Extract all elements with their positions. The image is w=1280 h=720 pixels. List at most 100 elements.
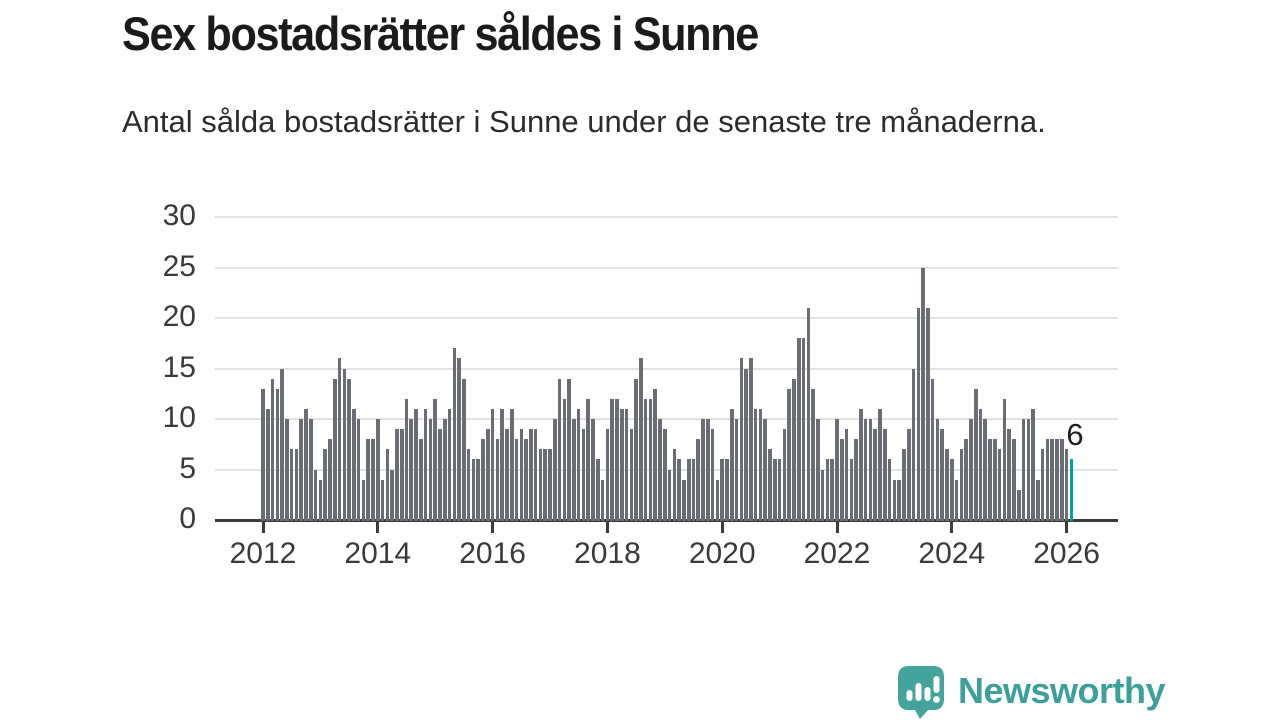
bar: [347, 378, 351, 521]
chart-title: Sex bostadsrätter såldes i Sunne: [122, 7, 759, 60]
bar: [973, 388, 978, 521]
bar: [706, 419, 710, 521]
bar: [849, 459, 854, 521]
bar: [332, 378, 337, 521]
gridline: [215, 216, 1118, 218]
bar: [543, 449, 547, 521]
x-axis-label: 2012: [229, 537, 297, 570]
bar: [615, 398, 619, 521]
y-axis-label: 20: [162, 300, 196, 333]
bar: [581, 429, 586, 521]
chart-subtitle: Antal sålda bostadsrätter i Sunne under …: [122, 104, 1046, 139]
bar: [758, 408, 763, 521]
bar: [1031, 408, 1035, 521]
bar: [466, 449, 471, 521]
bar: [328, 439, 332, 521]
bar: [892, 479, 897, 521]
bar: [773, 459, 777, 521]
bar: [763, 419, 768, 521]
bar: [1040, 449, 1045, 521]
bar: [648, 398, 653, 521]
x-axis-tick: [261, 521, 265, 533]
bar: [753, 408, 758, 521]
gridline: [215, 367, 1118, 370]
bar: [739, 358, 744, 521]
bar: [576, 408, 581, 521]
bar: [725, 459, 729, 521]
bar: [643, 398, 648, 521]
gridline: [215, 418, 1118, 420]
bar: [696, 439, 701, 521]
bar: [658, 419, 662, 521]
y-axis-label: 25: [162, 249, 196, 283]
bar: [677, 459, 681, 521]
bar: [729, 408, 734, 521]
x-axis-tick: [491, 521, 495, 533]
bar: [682, 479, 686, 521]
bar: [1050, 439, 1055, 521]
x-axis-tick: [950, 521, 954, 533]
x-axis-label: 2026: [1033, 537, 1100, 570]
bar: [921, 267, 925, 521]
bar: [591, 419, 595, 521]
bar: [376, 419, 380, 521]
bar: [1021, 419, 1026, 521]
bar: [868, 419, 873, 521]
bar: [873, 429, 878, 521]
bar: [1026, 419, 1031, 521]
bar: [911, 368, 916, 521]
bar: [285, 419, 289, 521]
x-axis-label: 2020: [688, 537, 756, 570]
bar: [1036, 479, 1040, 521]
bar: [495, 439, 500, 521]
y-axis-label: 30: [162, 199, 196, 232]
bar: [294, 449, 299, 521]
bar: [313, 469, 318, 521]
bar: [653, 388, 658, 521]
gridline: [215, 266, 1118, 269]
bar: [433, 398, 437, 521]
bar: [486, 429, 490, 521]
bar: [777, 459, 782, 521]
bar: [265, 408, 270, 521]
bar: [878, 408, 882, 521]
bar: [337, 358, 342, 521]
bar: [509, 408, 514, 521]
bar: [538, 449, 543, 521]
bar: [261, 388, 265, 521]
bar: [816, 419, 820, 521]
bar: [1060, 439, 1064, 521]
highlighted-bar: [1069, 459, 1074, 521]
bar: [490, 408, 495, 521]
y-axis-label: 15: [162, 350, 196, 384]
bar: [481, 439, 485, 521]
bar: [926, 307, 930, 521]
bar: [1002, 398, 1007, 521]
y-axis-label: 10: [162, 401, 196, 434]
bar: [476, 459, 481, 521]
bar: [371, 439, 375, 521]
bar: [500, 408, 504, 521]
bar: [596, 459, 600, 521]
bar: [768, 449, 772, 521]
bar: [787, 388, 791, 521]
bar: [462, 378, 466, 521]
bar: [945, 449, 949, 521]
bar: [323, 449, 327, 521]
bar: [897, 479, 901, 521]
bar: [419, 439, 423, 521]
bar: [1045, 439, 1050, 521]
bar: [983, 419, 988, 521]
bar: [1007, 429, 1011, 521]
brand-logo: Newsworthy: [895, 663, 1166, 719]
bar: [930, 378, 935, 521]
bar: [356, 419, 361, 521]
bar: [624, 408, 629, 521]
bar: [1016, 489, 1021, 521]
bar: [639, 358, 643, 521]
bar: [663, 429, 667, 521]
x-axis-label: 2018: [574, 537, 641, 570]
bar: [744, 368, 748, 521]
bar: [557, 378, 562, 521]
